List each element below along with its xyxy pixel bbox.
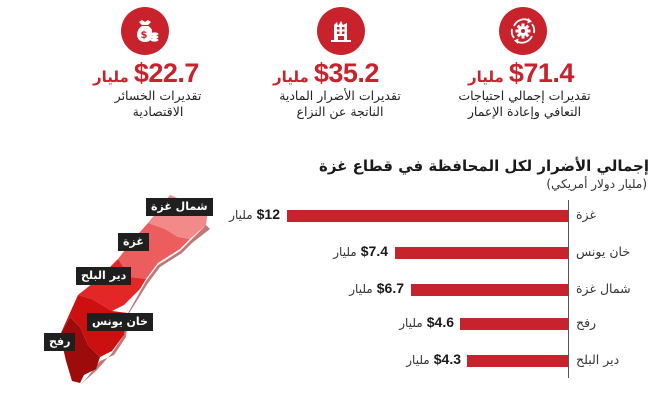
- stat-desc-line1: تقديرات إجمالي احتياجات: [458, 88, 591, 103]
- value-amount: $6.7: [376, 280, 404, 296]
- stat-unit: مليار: [93, 68, 129, 86]
- category-label: شمال غزة: [576, 281, 631, 296]
- value-label: مليار $12: [229, 206, 280, 222]
- svg-text:$: $: [141, 30, 148, 41]
- chart-subtitle: (مليار دولار أمريكي): [546, 177, 647, 191]
- value-unit: مليار: [349, 282, 373, 296]
- bar-gaza: [287, 210, 568, 222]
- value-unit: مليار: [406, 353, 430, 367]
- stat-unit: مليار: [273, 68, 309, 86]
- stat-unit: مليار: [468, 68, 504, 86]
- value-amount: $12: [256, 206, 280, 222]
- stat-amount: $22.7: [133, 58, 200, 88]
- category-label: خان يونس: [576, 244, 631, 259]
- stat-physical-damage: مليار $35.2 تقديرات الأضرار المادية النا…: [225, 0, 425, 130]
- stat-description: تقديرات الخسائر الاقتصادية: [108, 88, 208, 120]
- value-label: مليار $4.6: [399, 314, 454, 330]
- value-amount: $7.4: [360, 243, 388, 259]
- value-label: مليار $6.7: [349, 280, 404, 296]
- map-label-khan-younis: خان يونس: [87, 313, 153, 331]
- value-unit: مليار: [399, 316, 423, 330]
- gaza-strip-map: شمال غزة غزة دير البلح خان يونس رفح: [0, 185, 220, 401]
- value-unit: مليار: [229, 208, 253, 222]
- category-label: دير البلح: [576, 352, 620, 367]
- stat-amount-line: مليار $35.2: [273, 58, 379, 89]
- damaged-building-icon: [317, 7, 365, 55]
- category-label: غزة: [576, 207, 596, 222]
- stat-desc-line1: تقديرات الخسائر: [114, 88, 202, 103]
- stat-amount: $71.4: [508, 58, 575, 88]
- category-label: رفح: [576, 315, 597, 330]
- stat-desc-line2: الاقتصادية: [132, 104, 184, 119]
- stat-recovery-needs: مليار $71.4 تقديرات إجمالي احتياجات التع…: [440, 0, 640, 130]
- chart-axis-line: [568, 200, 569, 378]
- value-label: مليار $7.4: [333, 243, 388, 259]
- map-label-north-gaza: شمال غزة: [146, 198, 213, 216]
- chart-title: إجمالي الأضرار لكل المحافظة في قطاع غزة: [319, 157, 649, 175]
- bar-rafah: [460, 318, 568, 330]
- stat-desc-line1: تقديرات الأضرار المادية: [279, 88, 401, 103]
- bar-north-gaza: [411, 284, 568, 296]
- gear-cycle-icon: [499, 7, 547, 55]
- stat-amount-line: مليار $71.4: [468, 58, 574, 89]
- value-amount: $4.6: [426, 314, 454, 330]
- bar-khan-younis: [395, 247, 568, 259]
- map-label-gaza: غزة: [118, 233, 149, 251]
- stat-description: تقديرات الأضرار المادية الناتجة عن النزا…: [265, 88, 415, 120]
- value-unit: مليار: [333, 245, 357, 259]
- stat-description: تقديرات إجمالي احتياجات التعافي وإعادة ا…: [452, 88, 597, 120]
- stat-economic-losses: $ مليار $22.7 تقديرات الخسائر الاقتصادية: [20, 0, 220, 130]
- stat-desc-line2: الناتجة عن النزاع: [296, 104, 384, 119]
- value-label: مليار $4.3: [406, 351, 461, 367]
- stat-amount: $35.2: [313, 58, 380, 88]
- stat-amount-line: مليار $22.7: [93, 58, 199, 89]
- map-label-deir-al-balah: دير البلح: [76, 267, 132, 285]
- money-bag-icon: $: [121, 7, 169, 55]
- bar-deir-al-balah: [467, 355, 568, 367]
- map-label-rafah: رفح: [44, 333, 76, 351]
- value-amount: $4.3: [433, 351, 461, 367]
- stat-desc-line2: التعافي وإعادة الإعمار: [467, 104, 582, 119]
- region-deir-al-balah: [78, 259, 146, 311]
